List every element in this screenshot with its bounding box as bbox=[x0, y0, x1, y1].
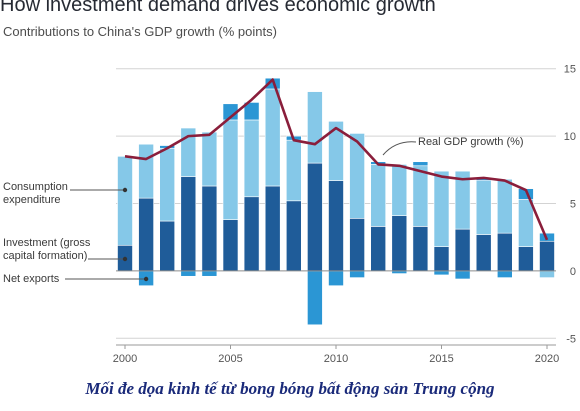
x-tick-label: 2005 bbox=[218, 353, 242, 365]
bar-segment bbox=[518, 199, 534, 247]
bar-segment bbox=[496, 178, 513, 234]
bar-segment bbox=[222, 219, 239, 272]
bar-segment bbox=[370, 164, 387, 227]
bars bbox=[117, 77, 555, 326]
bar-segment bbox=[285, 200, 302, 272]
annotation-dot bbox=[143, 276, 149, 282]
gdp-label: Real GDP growth (%) bbox=[418, 136, 524, 148]
x-tick-label: 2000 bbox=[113, 353, 137, 365]
bar-segment bbox=[264, 77, 281, 90]
y-tick-label: 15 bbox=[564, 64, 576, 76]
bar-segment bbox=[201, 131, 218, 187]
bar-segment bbox=[180, 176, 197, 272]
bar-segment bbox=[243, 119, 260, 198]
bar-segment bbox=[539, 270, 555, 278]
bar-segment bbox=[475, 180, 492, 235]
bar-segment bbox=[539, 240, 555, 272]
bar-segment bbox=[201, 270, 218, 277]
bar-segment bbox=[433, 246, 450, 272]
x-tick-label: 2020 bbox=[535, 353, 559, 365]
bar-segment bbox=[117, 156, 133, 246]
gdp-label-connector bbox=[382, 141, 417, 156]
y-tick-label: 5 bbox=[570, 199, 576, 211]
bar-segment bbox=[307, 162, 323, 272]
bar-segment bbox=[433, 170, 450, 247]
net-exports-label: Net exports bbox=[3, 273, 60, 285]
chart: -5 0 5 10 15 2000 2005 2010 2015 2020 Consumptio… bbox=[3, 64, 576, 365]
y-tick-labels: -5 0 5 10 15 bbox=[564, 64, 576, 346]
bar-segment bbox=[264, 88, 281, 187]
bar-segment bbox=[496, 232, 513, 272]
consumption-label: Consumption expenditure bbox=[3, 181, 68, 206]
y-tick-label: 0 bbox=[570, 266, 576, 278]
x-tick-labels: 2000 2005 2010 2015 2020 bbox=[113, 345, 559, 365]
bar-segment bbox=[222, 119, 239, 220]
bar-segment bbox=[138, 197, 154, 272]
chart-subtitle: Contributions to China's GDP growth (% p… bbox=[3, 24, 277, 39]
annotation-dot bbox=[122, 256, 128, 262]
caption: Mối đe dọa kinh tế từ bong bóng bất động… bbox=[85, 379, 495, 398]
bar-segment bbox=[412, 165, 429, 227]
bar-segment bbox=[328, 120, 344, 181]
bar-segment bbox=[285, 139, 302, 202]
y-tick-label: 10 bbox=[564, 131, 576, 143]
bar-segment bbox=[138, 143, 154, 199]
bar-segment bbox=[433, 270, 450, 276]
bar-segment bbox=[454, 170, 471, 230]
gdp-line-group bbox=[124, 78, 549, 241]
bar-segment bbox=[243, 196, 260, 272]
bar-segment bbox=[496, 270, 513, 278]
bar-segment bbox=[412, 226, 429, 272]
x-tick-label: 2010 bbox=[324, 353, 348, 365]
bar-segment bbox=[201, 185, 218, 272]
bar-segment bbox=[159, 220, 175, 272]
bar-segment bbox=[349, 218, 365, 272]
annotations: Consumption expenditure Investment (gross c… bbox=[3, 136, 524, 285]
bar-segment bbox=[349, 270, 365, 278]
bar-segment bbox=[328, 180, 344, 272]
bar-segment bbox=[307, 270, 323, 326]
bar-segment bbox=[454, 228, 471, 272]
bar-segment bbox=[243, 102, 260, 121]
bar-segment bbox=[180, 127, 197, 177]
bar-segment bbox=[518, 246, 534, 272]
bar-segment bbox=[391, 215, 408, 272]
bar-segment bbox=[349, 133, 365, 219]
chart-title: How investment demand drives economic gr… bbox=[0, 0, 436, 16]
bar-segment bbox=[370, 226, 387, 272]
x-tick-label: 2015 bbox=[429, 353, 453, 365]
gdp-line bbox=[124, 78, 549, 241]
bar-segment bbox=[412, 161, 429, 167]
bar-segment bbox=[180, 270, 197, 277]
bar-segment bbox=[391, 164, 408, 216]
annotation-dot bbox=[122, 187, 128, 193]
bar-segment bbox=[475, 234, 492, 272]
bar-segment bbox=[264, 185, 281, 272]
bar-segment bbox=[159, 147, 175, 222]
bar-segment bbox=[454, 270, 471, 280]
bar-segment bbox=[328, 270, 344, 287]
y-tick-label: -5 bbox=[566, 333, 576, 345]
bar-segment bbox=[307, 91, 323, 164]
investment-label: Investment (gross capital formation) bbox=[3, 237, 91, 262]
